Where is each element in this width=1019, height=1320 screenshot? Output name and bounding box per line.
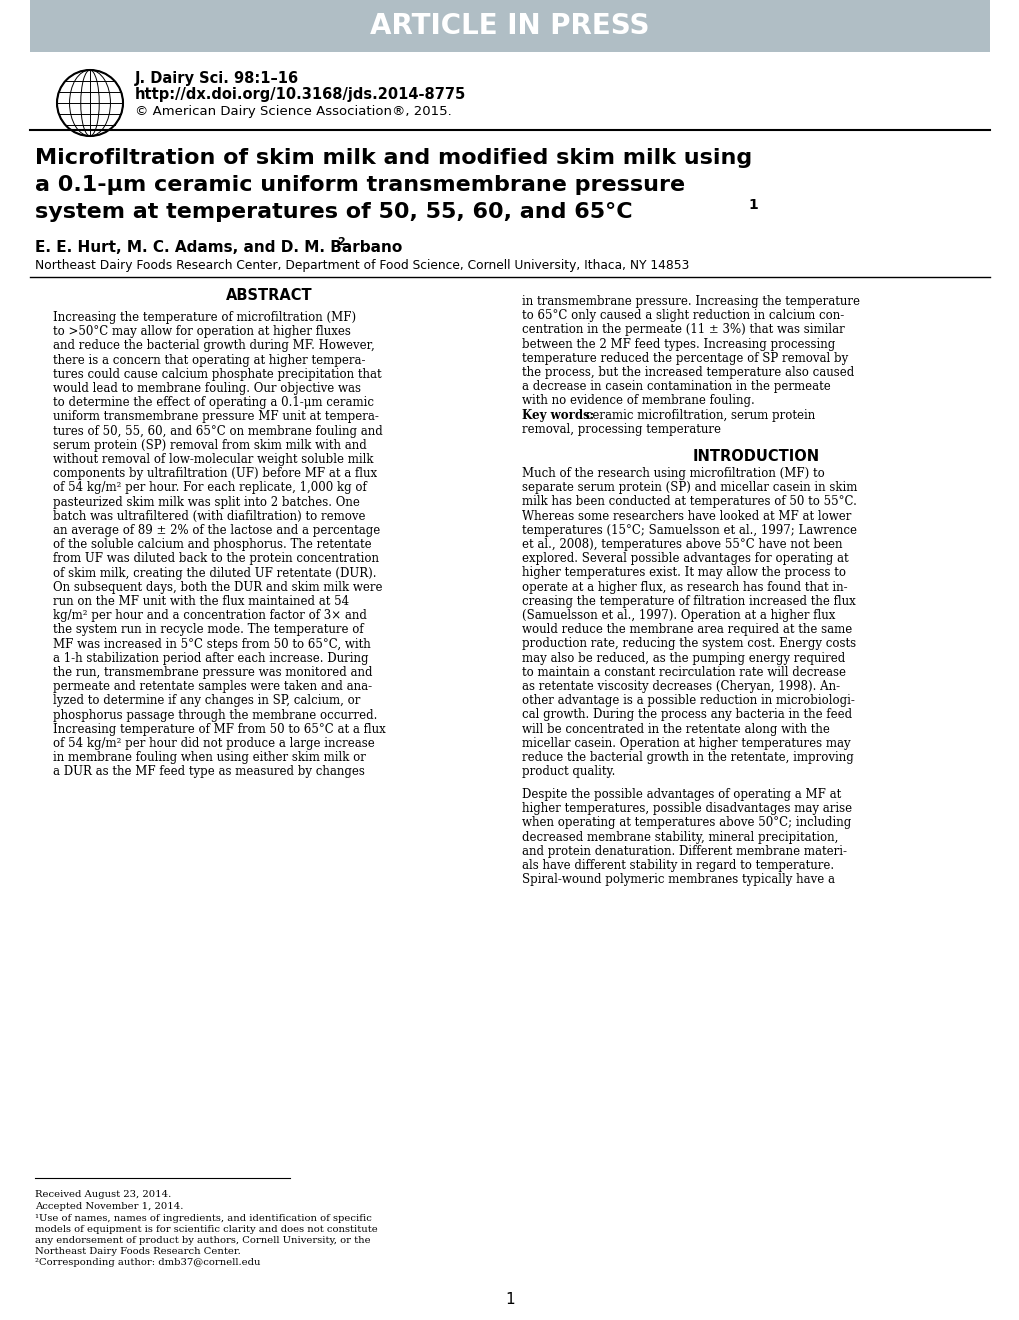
Text: operate at a higher flux, as research has found that in-: operate at a higher flux, as research ha… [522, 581, 847, 594]
Text: (Samuelsson et al., 1997). Operation at a higher flux: (Samuelsson et al., 1997). Operation at … [522, 609, 835, 622]
Text: et al., 2008), temperatures above 55°C have not been: et al., 2008), temperatures above 55°C h… [522, 539, 842, 550]
Text: may also be reduced, as the pumping energy required: may also be reduced, as the pumping ener… [522, 652, 845, 664]
Text: and reduce the bacterial growth during MF. However,: and reduce the bacterial growth during M… [53, 339, 374, 352]
Text: Spiral-wound polymeric membranes typically have a: Spiral-wound polymeric membranes typical… [522, 873, 835, 886]
Text: uniform transmembrane pressure MF unit at tempera-: uniform transmembrane pressure MF unit a… [53, 411, 378, 424]
Text: there is a concern that operating at higher tempera-: there is a concern that operating at hig… [53, 354, 365, 367]
Text: removal, processing temperature: removal, processing temperature [522, 422, 720, 436]
Text: to 65°C only caused a slight reduction in calcium con-: to 65°C only caused a slight reduction i… [522, 309, 844, 322]
Text: in transmembrane pressure. Increasing the temperature: in transmembrane pressure. Increasing th… [522, 294, 859, 308]
Text: with no evidence of membrane fouling.: with no evidence of membrane fouling. [522, 395, 754, 408]
Text: separate serum protein (SP) and micellar casein in skim: separate serum protein (SP) and micellar… [522, 482, 857, 494]
Text: 1: 1 [504, 1292, 515, 1308]
Text: permeate and retentate samples were taken and ana-: permeate and retentate samples were take… [53, 680, 372, 693]
Text: batch was ultrafiltered (with diafiltration) to remove: batch was ultrafiltered (with diafiltrat… [53, 510, 365, 523]
Text: centration in the permeate (11 ± 3%) that was similar: centration in the permeate (11 ± 3%) tha… [522, 323, 844, 337]
Text: the run, transmembrane pressure was monitored and: the run, transmembrane pressure was moni… [53, 667, 372, 678]
Text: higher temperatures exist. It may allow the process to: higher temperatures exist. It may allow … [522, 566, 845, 579]
Text: INTRODUCTION: INTRODUCTION [692, 449, 818, 465]
Text: Accepted November 1, 2014.: Accepted November 1, 2014. [35, 1203, 183, 1210]
Text: Despite the possible advantages of operating a MF at: Despite the possible advantages of opera… [522, 788, 841, 801]
Text: Much of the research using microfiltration (MF) to: Much of the research using microfiltrati… [522, 467, 824, 480]
Text: of the soluble calcium and phosphorus. The retentate: of the soluble calcium and phosphorus. T… [53, 539, 371, 552]
Text: Increasing the temperature of microfiltration (MF): Increasing the temperature of microfiltr… [53, 312, 356, 323]
Text: from UF was diluted back to the protein concentration: from UF was diluted back to the protein … [53, 552, 379, 565]
Text: without removal of low-molecular weight soluble milk: without removal of low-molecular weight … [53, 453, 373, 466]
Text: production rate, reducing the system cost. Energy costs: production rate, reducing the system cos… [522, 638, 855, 651]
Text: pasteurized skim milk was split into 2 batches. One: pasteurized skim milk was split into 2 b… [53, 495, 360, 508]
Text: models of equipment is for scientific clarity and does not constitute: models of equipment is for scientific cl… [35, 1225, 377, 1234]
Text: temperature reduced the percentage of SP removal by: temperature reduced the percentage of SP… [522, 352, 848, 364]
Text: micellar casein. Operation at higher temperatures may: micellar casein. Operation at higher tem… [522, 737, 850, 750]
Text: a decrease in casein contamination in the permeate: a decrease in casein contamination in th… [522, 380, 829, 393]
Text: 2: 2 [336, 238, 344, 247]
Text: kg/m² per hour and a concentration factor of 3× and: kg/m² per hour and a concentration facto… [53, 610, 367, 622]
Text: and protein denaturation. Different membrane materi-: and protein denaturation. Different memb… [522, 845, 846, 858]
Text: any endorsement of product by authors, Cornell University, or the: any endorsement of product by authors, C… [35, 1236, 370, 1245]
Text: creasing the temperature of filtration increased the flux: creasing the temperature of filtration i… [522, 595, 855, 607]
Text: lyzed to determine if any changes in SP, calcium, or: lyzed to determine if any changes in SP,… [53, 694, 360, 708]
Text: of 54 kg/m² per hour did not produce a large increase: of 54 kg/m² per hour did not produce a l… [53, 737, 374, 750]
Text: product quality.: product quality. [522, 766, 614, 779]
Text: 1: 1 [747, 198, 757, 213]
Text: MF was increased in 5°C steps from 50 to 65°C, with: MF was increased in 5°C steps from 50 to… [53, 638, 370, 651]
Text: would reduce the membrane area required at the same: would reduce the membrane area required … [522, 623, 852, 636]
Text: higher temperatures, possible disadvantages may arise: higher temperatures, possible disadvanta… [522, 803, 851, 816]
Text: would lead to membrane fouling. Our objective was: would lead to membrane fouling. Our obje… [53, 381, 361, 395]
Text: a DUR as the MF feed type as measured by changes: a DUR as the MF feed type as measured by… [53, 766, 365, 779]
Text: in membrane fouling when using either skim milk or: in membrane fouling when using either sk… [53, 751, 366, 764]
Text: Key words:: Key words: [522, 409, 593, 421]
Text: to determine the effect of operating a 0.1-μm ceramic: to determine the effect of operating a 0… [53, 396, 374, 409]
Text: Microfiltration of skim milk and modified skim milk using: Microfiltration of skim milk and modifie… [35, 148, 752, 168]
Text: components by ultrafiltration (UF) before MF at a flux: components by ultrafiltration (UF) befor… [53, 467, 377, 480]
Text: Increasing temperature of MF from 50 to 65°C at a flux: Increasing temperature of MF from 50 to … [53, 723, 385, 735]
Text: between the 2 MF feed types. Increasing processing: between the 2 MF feed types. Increasing … [522, 338, 835, 351]
Text: ¹Use of names, names of ingredients, and identification of specific: ¹Use of names, names of ingredients, and… [35, 1214, 372, 1224]
Text: als have different stability in regard to temperature.: als have different stability in regard t… [522, 859, 834, 873]
Text: ARTICLE IN PRESS: ARTICLE IN PRESS [370, 12, 649, 40]
Text: Northeast Dairy Foods Research Center.: Northeast Dairy Foods Research Center. [35, 1247, 240, 1257]
Text: run on the MF unit with the flux maintained at 54: run on the MF unit with the flux maintai… [53, 595, 348, 609]
Text: © American Dairy Science Association®, 2015.: © American Dairy Science Association®, 2… [135, 106, 451, 119]
Text: explored. Several possible advantages for operating at: explored. Several possible advantages fo… [522, 552, 848, 565]
Text: of 54 kg/m² per hour. For each replicate, 1,000 kg of: of 54 kg/m² per hour. For each replicate… [53, 482, 367, 495]
Text: temperatures (15°C; Samuelsson et al., 1997; Lawrence: temperatures (15°C; Samuelsson et al., 1… [522, 524, 856, 537]
Text: phosphorus passage through the membrane occurred.: phosphorus passage through the membrane … [53, 709, 377, 722]
Text: tures could cause calcium phosphate precipitation that: tures could cause calcium phosphate prec… [53, 368, 381, 380]
Text: serum protein (SP) removal from skim milk with and: serum protein (SP) removal from skim mil… [53, 438, 367, 451]
Text: On subsequent days, both the DUR and skim milk were: On subsequent days, both the DUR and ski… [53, 581, 382, 594]
Text: ²Corresponding author: dmb37@cornell.edu: ²Corresponding author: dmb37@cornell.edu [35, 1258, 260, 1267]
Text: the system run in recycle mode. The temperature of: the system run in recycle mode. The temp… [53, 623, 363, 636]
FancyBboxPatch shape [30, 0, 989, 51]
Text: to >50°C may allow for operation at higher fluxes: to >50°C may allow for operation at high… [53, 325, 351, 338]
Text: J. Dairy Sci. 98:1–16: J. Dairy Sci. 98:1–16 [135, 70, 299, 86]
Text: a 0.1-μm ceramic uniform transmembrane pressure: a 0.1-μm ceramic uniform transmembrane p… [35, 176, 685, 195]
Text: ABSTRACT: ABSTRACT [225, 288, 312, 302]
Text: as retentate viscosity decreases (Cheryan, 1998). An-: as retentate viscosity decreases (Cherya… [522, 680, 840, 693]
Text: milk has been conducted at temperatures of 50 to 55°C.: milk has been conducted at temperatures … [522, 495, 856, 508]
Text: ceramic microfiltration, serum protein: ceramic microfiltration, serum protein [582, 409, 814, 421]
Text: of skim milk, creating the diluted UF retentate (DUR).: of skim milk, creating the diluted UF re… [53, 566, 376, 579]
Text: Whereas some researchers have looked at MF at lower: Whereas some researchers have looked at … [522, 510, 851, 523]
Text: tures of 50, 55, 60, and 65°C on membrane fouling and: tures of 50, 55, 60, and 65°C on membran… [53, 425, 382, 438]
Text: E. E. Hurt, M. C. Adams, and D. M. Barbano: E. E. Hurt, M. C. Adams, and D. M. Barba… [35, 240, 401, 256]
Text: when operating at temperatures above 50°C; including: when operating at temperatures above 50°… [522, 816, 851, 829]
Text: other advantage is a possible reduction in microbiologi-: other advantage is a possible reduction … [522, 694, 854, 708]
Text: to maintain a constant recirculation rate will decrease: to maintain a constant recirculation rat… [522, 665, 845, 678]
Text: system at temperatures of 50, 55, 60, and 65°C: system at temperatures of 50, 55, 60, an… [35, 202, 632, 222]
Text: reduce the bacterial growth in the retentate, improving: reduce the bacterial growth in the reten… [522, 751, 853, 764]
Text: will be concentrated in the retentate along with the: will be concentrated in the retentate al… [522, 722, 829, 735]
Text: Northeast Dairy Foods Research Center, Department of Food Science, Cornell Unive: Northeast Dairy Foods Research Center, D… [35, 259, 689, 272]
Text: http://dx.doi.org/10.3168/jds.2014-8775: http://dx.doi.org/10.3168/jds.2014-8775 [135, 87, 466, 103]
Text: decreased membrane stability, mineral precipitation,: decreased membrane stability, mineral pr… [522, 830, 838, 843]
Text: an average of 89 ± 2% of the lactose and a percentage: an average of 89 ± 2% of the lactose and… [53, 524, 380, 537]
Text: Received August 23, 2014.: Received August 23, 2014. [35, 1191, 171, 1199]
Text: a 1-h stabilization period after each increase. During: a 1-h stabilization period after each in… [53, 652, 368, 665]
Text: the process, but the increased temperature also caused: the process, but the increased temperatu… [522, 366, 854, 379]
Text: cal growth. During the process any bacteria in the feed: cal growth. During the process any bacte… [522, 709, 851, 722]
